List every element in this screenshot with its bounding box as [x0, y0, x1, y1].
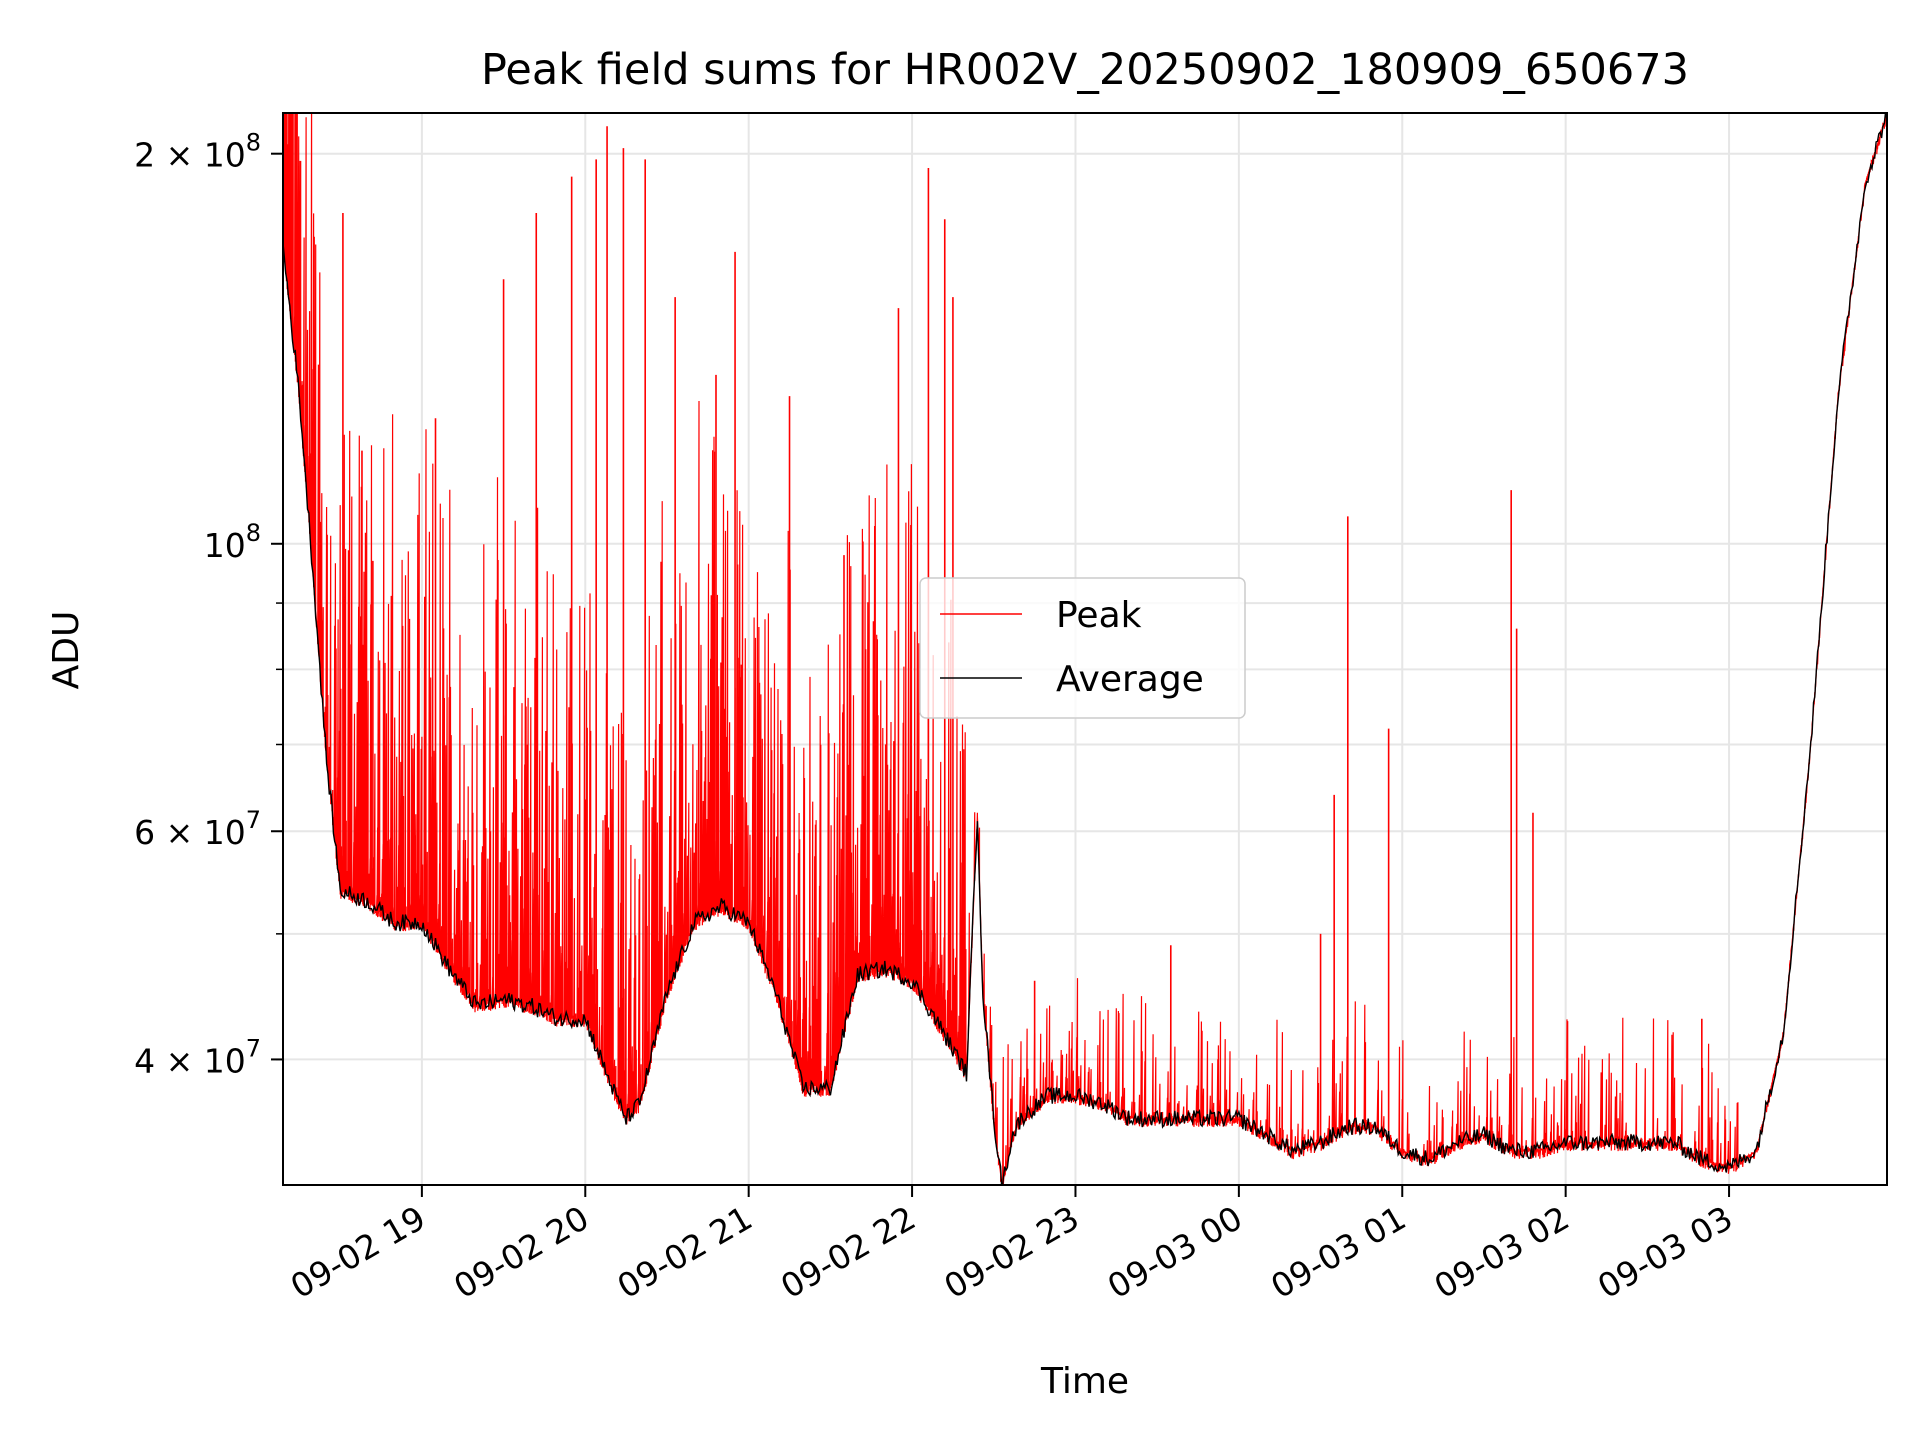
y-tick-label: 2 × 108: [134, 129, 261, 175]
series-layer: [283, 113, 1887, 1185]
y-tick-label: 6 × 107: [134, 806, 261, 852]
average-series-line: [283, 113, 1887, 1185]
y-axis: 4 × 107 6 × 107 108 2 × 108: [134, 129, 283, 1080]
legend-average-label: Average: [1056, 659, 1204, 700]
legend-box: [919, 577, 1246, 719]
y-tick-label: 4 × 107: [134, 1034, 261, 1080]
legend: Peak Average: [919, 577, 1246, 719]
y-axis-label: ADU: [46, 611, 87, 690]
x-axis-label: Time: [1040, 1361, 1129, 1402]
legend-peak-label: Peak: [1056, 595, 1142, 636]
plot-frame: [282, 112, 1888, 1186]
chart-title: Peak field sums for HR002V_20250902_1809…: [481, 45, 1689, 95]
y-tick-label: 108: [204, 519, 261, 565]
